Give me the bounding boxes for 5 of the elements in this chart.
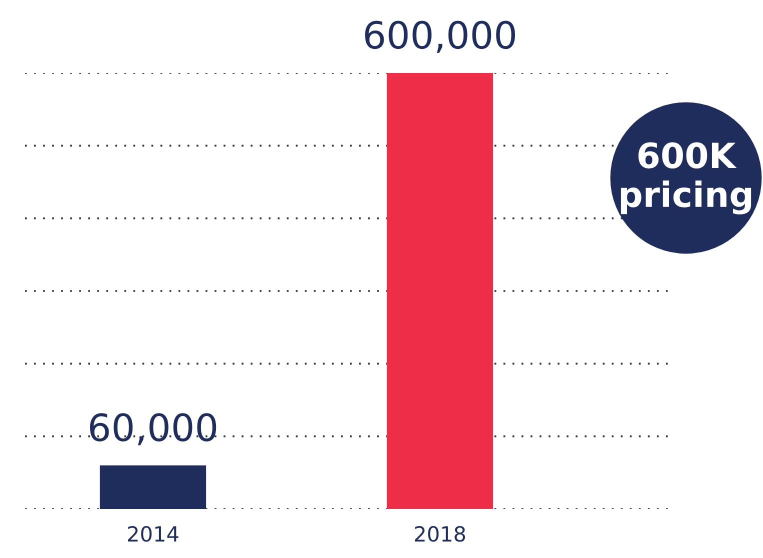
x-tick-label: 2014 [128, 526, 178, 542]
annotation: 600K pricing [620, 142, 752, 214]
data-label: 60,000 [90, 413, 216, 446]
x-tick-label: 2018 [414, 526, 466, 542]
data-label: 600,000 [365, 20, 516, 53]
